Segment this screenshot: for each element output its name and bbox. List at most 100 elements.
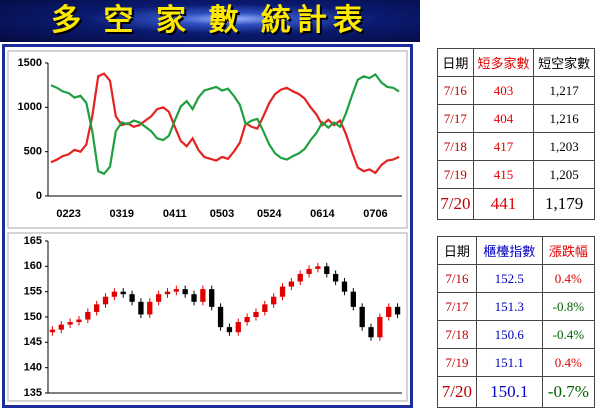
index-table: 日期 櫃檯指數 漲跌幅 7/16 152.5 0.4% 7/17 151.3 -0.8% 7/18…: [437, 236, 596, 408]
x-tick-label: 0706: [363, 208, 387, 220]
header-row: 日期 櫃檯指數 漲跌幅: [437, 236, 596, 265]
candle-body: [226, 327, 233, 333]
table-row: 7/19 415 1,205: [437, 160, 595, 189]
table-row: 7/16 152.5 0.4%: [437, 264, 596, 293]
breadth-table: 日期 短多家數 短空家數 7/16 403 1,217 7/17 404 1,216 7/18 41…: [437, 48, 595, 220]
table-cell: 7/19: [437, 348, 477, 377]
table-cell: 1,217: [533, 76, 595, 105]
candle-body: [58, 324, 64, 330]
y-tick-label: 135: [24, 387, 42, 399]
header-cell: 短空家數: [533, 48, 595, 77]
y-tick-label: 165: [24, 235, 42, 247]
candle-body: [288, 281, 295, 287]
table-cell: -0.8%: [541, 292, 596, 321]
candle-body: [235, 322, 241, 333]
candle-body: [350, 291, 356, 307]
candle-body: [315, 266, 321, 269]
candle-body: [182, 289, 188, 295]
y-tick-label: 0: [36, 190, 42, 202]
table-cell: 417: [472, 132, 535, 161]
x-tick-label: 0223: [56, 208, 80, 220]
candle-body: [129, 294, 135, 302]
header-cell: 櫃檯指數: [475, 236, 543, 265]
candle-body: [85, 311, 91, 320]
line-series: [50, 73, 400, 176]
table-cell: 1,203: [533, 132, 595, 161]
table-row: 7/17 151.3 -0.8%: [437, 292, 596, 321]
candle-body: [147, 301, 153, 315]
y-tick-label: 1500: [18, 57, 42, 69]
candle-body: [138, 301, 144, 315]
candle-body: [49, 329, 56, 333]
table-cell: -0.4%: [541, 320, 596, 349]
candle-body: [306, 268, 312, 274]
y-tick-label: 150: [24, 311, 42, 323]
candle-body: [102, 296, 109, 305]
table-row: 7/16 403 1,217: [437, 76, 595, 105]
candle-body: [279, 286, 286, 297]
y-tick-label: 140: [24, 362, 42, 374]
table-row: 7/18 417 1,203: [437, 132, 595, 161]
candle-body: [200, 289, 206, 302]
x-tick-label: 0503: [210, 208, 234, 220]
table-cell: 1,179: [533, 188, 595, 220]
candle-body: [120, 291, 126, 295]
candle-body: [377, 317, 383, 338]
chart-frame: [7, 232, 408, 402]
header-row: 日期 短多家數 短空家數: [437, 48, 595, 77]
candle-body: [253, 311, 259, 317]
candle-body: [191, 294, 197, 302]
table-cell: 1,216: [533, 104, 595, 133]
x-tick-label: 0614: [310, 208, 335, 220]
table-row: 7/18 150.6 -0.4%: [437, 320, 596, 349]
table-cell: 1,205: [533, 160, 595, 189]
y-tick-label: 145: [24, 336, 42, 348]
candle-body: [111, 291, 118, 297]
table-cell: 7/20: [437, 376, 477, 408]
header-cell: 漲跌幅: [541, 236, 596, 265]
candle-body: [164, 291, 171, 295]
table-cell: 7/16: [437, 264, 477, 293]
table-cell: -0.7%: [541, 376, 596, 408]
candle-body: [271, 296, 277, 305]
candle-body: [386, 306, 392, 317]
table-cell: 7/18: [437, 320, 477, 349]
x-tick-label: 0319: [110, 208, 134, 220]
table-cell: 7/17: [437, 104, 474, 133]
table-cell: 7/19: [437, 160, 474, 189]
table-cell: 7/16: [437, 76, 474, 105]
header-cell: 短多家數: [472, 48, 535, 77]
y-tick-label: 155: [24, 286, 42, 298]
y-tick-label: 1000: [18, 101, 42, 113]
table-cell: 403: [472, 76, 535, 105]
table-row: 7/17 404 1,216: [437, 104, 595, 133]
table-cell: 152.5: [475, 264, 543, 293]
candle-body: [341, 281, 348, 292]
candle-body: [332, 273, 339, 282]
x-tick-label: 0524: [257, 208, 282, 220]
candle-body: [155, 294, 162, 302]
candle-body: [244, 317, 250, 323]
chart-frame: [7, 50, 408, 229]
table-cell: 151.1: [475, 348, 543, 377]
table-cell: 0.4%: [541, 348, 596, 377]
table-row: 7/20 441 1,179: [437, 188, 595, 220]
candle-body: [67, 322, 73, 325]
candle-body: [76, 319, 82, 323]
x-tick-label: 0411: [163, 208, 187, 220]
table-cell: 151.3: [475, 292, 543, 321]
table-cell: 7/17: [437, 292, 477, 321]
candle-body: [262, 304, 268, 312]
y-tick-label: 500: [24, 146, 42, 158]
candle-body: [297, 273, 303, 282]
table-row: 7/19 151.1 0.4%: [437, 348, 596, 377]
candle-body: [359, 306, 365, 328]
candle-body: [209, 289, 215, 307]
table-cell: 7/20: [437, 188, 474, 220]
table-cell: 7/18: [437, 132, 474, 161]
header-cell: 日期: [437, 236, 477, 265]
candle-body: [324, 266, 330, 274]
table-cell: 0.4%: [541, 264, 596, 293]
